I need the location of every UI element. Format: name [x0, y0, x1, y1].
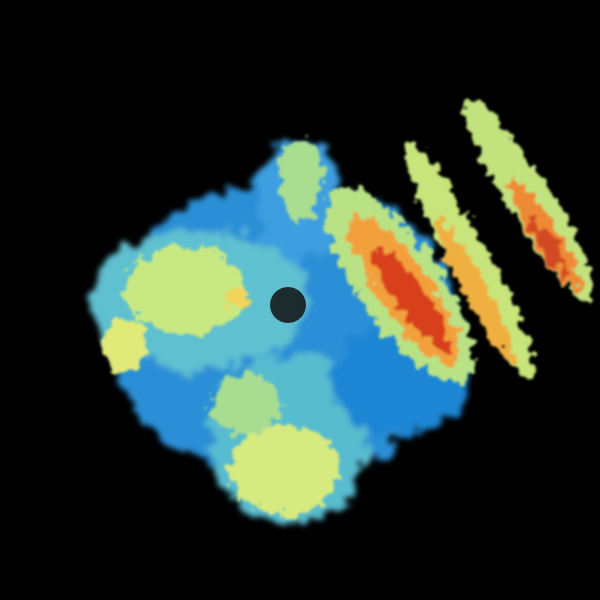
band-core — [374, 248, 450, 352]
radar-center — [270, 287, 306, 323]
echo-detail — [103, 97, 597, 515]
yellow-echo — [125, 245, 245, 335]
yellow-echo — [223, 288, 247, 308]
band-core — [528, 215, 568, 275]
band-mid — [435, 219, 515, 361]
green-echo — [278, 140, 322, 220]
green-echo — [210, 375, 280, 435]
yellow-echo — [230, 425, 340, 515]
yellow-echo — [103, 317, 147, 373]
